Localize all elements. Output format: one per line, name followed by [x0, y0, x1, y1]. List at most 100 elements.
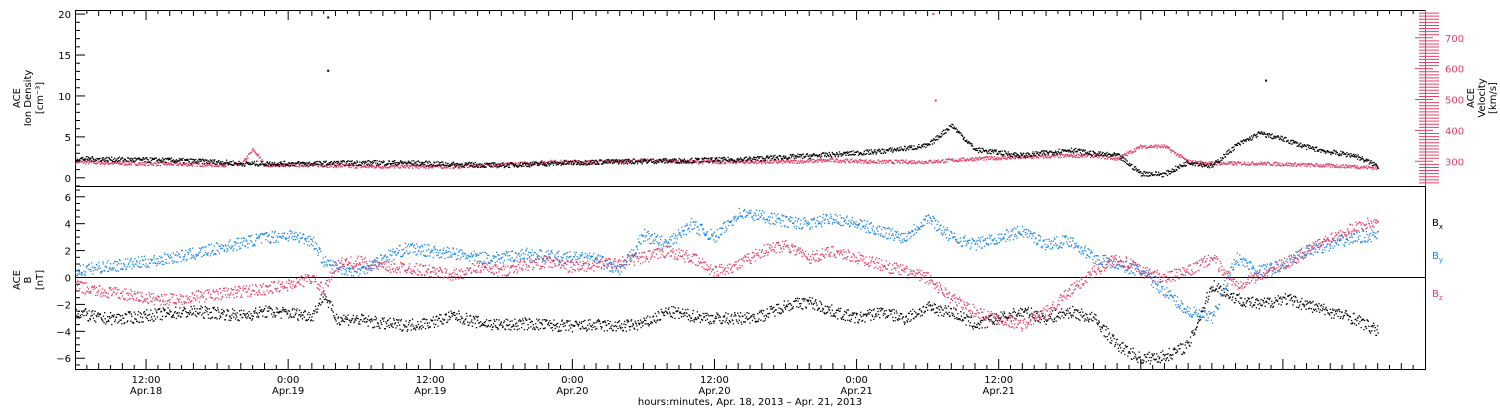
data-point — [428, 160, 430, 162]
data-point — [753, 162, 755, 164]
data-point — [644, 160, 646, 162]
data-point — [1349, 165, 1352, 167]
data-point — [556, 161, 558, 163]
data-point — [1232, 146, 1234, 149]
data-point — [487, 162, 489, 165]
data-point — [1372, 164, 1375, 166]
data-point — [1285, 163, 1287, 165]
data-point — [137, 158, 140, 160]
data-point — [1169, 148, 1172, 151]
data-point — [890, 159, 892, 162]
data-point — [1340, 154, 1343, 156]
data-point — [1160, 147, 1162, 149]
data-point — [186, 165, 189, 167]
data-point — [1204, 163, 1206, 165]
data-point — [113, 162, 115, 164]
data-point — [985, 156, 987, 158]
data-point — [458, 166, 460, 168]
data-point — [355, 166, 357, 169]
data-point — [896, 161, 899, 164]
data-point — [935, 136, 937, 138]
data-point — [496, 165, 498, 167]
data-point — [591, 159, 593, 162]
data-point — [1323, 151, 1325, 153]
data-point — [738, 161, 740, 164]
data-point — [821, 155, 823, 157]
data-point — [636, 161, 638, 163]
data-point — [655, 162, 658, 165]
data-point — [292, 162, 295, 164]
velocity-tick-label: 300 — [1445, 157, 1464, 168]
data-point — [1071, 155, 1073, 157]
data-point — [274, 165, 276, 167]
data-point — [1314, 150, 1316, 152]
data-point — [182, 157, 184, 160]
data-point — [568, 163, 570, 165]
data-point — [832, 158, 834, 160]
data-point — [153, 164, 155, 167]
data-point — [631, 160, 633, 162]
data-point — [477, 165, 479, 167]
data-point — [1298, 144, 1300, 146]
data-point — [543, 163, 545, 165]
data-point — [253, 149, 256, 152]
data-point — [112, 163, 114, 165]
data-point — [977, 147, 979, 150]
data-point — [1335, 153, 1337, 155]
data-point — [901, 160, 903, 162]
data-point — [442, 163, 444, 165]
data-point — [559, 161, 562, 163]
data-point — [245, 160, 247, 163]
data-point — [208, 162, 211, 165]
data-point — [1334, 165, 1336, 167]
data-point — [1369, 162, 1372, 164]
data-point — [1050, 150, 1052, 152]
data-point — [796, 155, 798, 157]
data-point — [1126, 152, 1128, 154]
data-point — [890, 150, 892, 152]
data-point — [835, 158, 838, 160]
data-point — [89, 318, 92, 321]
data-point — [1168, 147, 1170, 149]
data-point — [1355, 156, 1357, 158]
data-point — [1110, 154, 1112, 156]
data-point — [933, 162, 935, 164]
data-point — [788, 162, 790, 164]
data-point — [576, 162, 578, 164]
data-point — [754, 156, 756, 158]
data-point — [1224, 156, 1227, 158]
data-point — [989, 158, 992, 160]
data-point — [834, 154, 836, 156]
data-point — [843, 159, 845, 161]
data-point — [153, 320, 155, 322]
data-point — [1287, 162, 1289, 164]
data-point — [1275, 137, 1277, 139]
data-point — [316, 163, 318, 166]
data-point — [825, 156, 828, 158]
data-point — [291, 164, 293, 166]
data-point — [747, 161, 749, 163]
data-point — [940, 132, 942, 135]
data-point — [168, 159, 170, 161]
data-point — [870, 153, 872, 155]
data-point — [471, 162, 473, 164]
data-point — [400, 161, 402, 163]
data-point — [955, 159, 957, 161]
data-point — [671, 161, 673, 163]
data-point — [225, 165, 227, 167]
data-point — [989, 149, 992, 151]
data-point — [1138, 148, 1140, 150]
data-point — [369, 165, 371, 167]
data-point — [1182, 165, 1184, 168]
data-point — [1281, 136, 1283, 138]
data-point — [104, 161, 106, 163]
data-point — [863, 152, 865, 154]
data-point — [626, 163, 629, 165]
data-point — [1004, 156, 1006, 158]
data-point — [327, 164, 330, 166]
data-point — [689, 161, 691, 164]
bx-series — [75, 280, 1379, 365]
data-point — [1245, 140, 1247, 142]
data-point — [239, 163, 241, 165]
data-point — [944, 132, 946, 134]
